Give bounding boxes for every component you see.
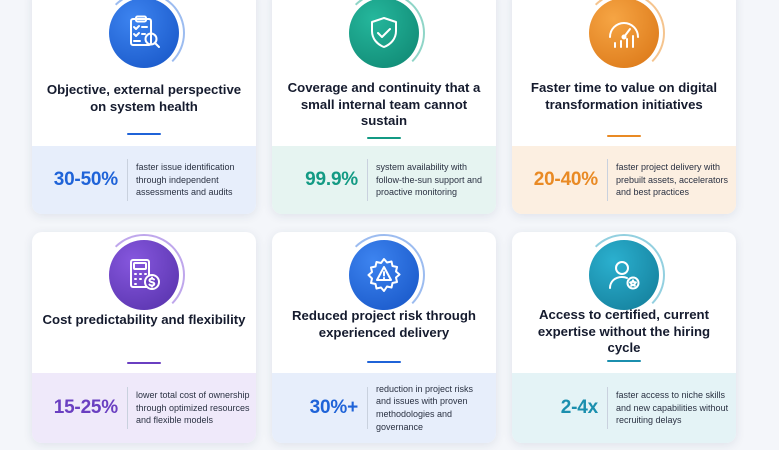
stat-panel: 2-4x faster access to niche skills and n… — [512, 373, 736, 443]
benefit-card-coverage-continuity: Coverage and continuity that a small int… — [272, 0, 496, 214]
stat-value: 99.9% — [305, 169, 358, 190]
stat-description: faster project delivery with prebuilt as… — [616, 162, 729, 198]
card-title: Coverage and continuity that a small int… — [287, 80, 481, 128]
stat-separator — [607, 159, 608, 201]
stat-value: 30-50% — [53, 169, 118, 190]
stat-value: 20-40% — [533, 169, 598, 190]
benefit-card-objective-perspective: Objective, external perspective on syste… — [32, 0, 256, 214]
card-title: Access to certified, current expertise w… — [537, 307, 711, 355]
benefit-card-time-to-value: Faster time to value on digital transfor… — [512, 0, 736, 214]
stat-separator — [367, 159, 368, 201]
stat-separator — [607, 387, 608, 429]
card-divider — [367, 361, 401, 363]
stat-panel: 15-25% lower total cost of ownership thr… — [32, 373, 256, 443]
stat-description: reduction in project risks and issues wi… — [376, 383, 474, 432]
card-divider — [367, 137, 401, 139]
stat-panel: 30%+ reduction in project risks and issu… — [272, 373, 496, 443]
stat-description: system availability with follow-the-sun … — [376, 162, 483, 198]
benefit-card-reduced-risk: Reduced project risk through experienced… — [272, 232, 496, 443]
card-divider — [607, 360, 641, 362]
stat-panel: 30-50% faster issue identification throu… — [32, 146, 256, 214]
stat-description: faster issue identification through inde… — [136, 162, 235, 198]
card-divider — [607, 135, 641, 137]
card-divider — [127, 133, 161, 135]
speedometer-chart-icon — [589, 0, 659, 68]
checklist-magnifier-icon — [109, 0, 179, 68]
benefit-card-certified-expertise: Access to certified, current expertise w… — [512, 232, 736, 443]
stat-value: 30%+ — [309, 397, 359, 418]
stat-panel: 99.9% system availability with follow-th… — [272, 146, 496, 214]
gear-warning-icon — [349, 240, 419, 310]
card-title: Reduced project risk through experienced… — [292, 308, 476, 340]
card-title: Cost predictability and flexibility — [42, 312, 246, 327]
certified-expert-icon — [589, 240, 659, 310]
stat-value: 2-4x — [560, 397, 598, 418]
calculator-dollar-icon — [109, 240, 179, 310]
stat-separator — [127, 159, 128, 201]
benefit-card-cost-predictability: Cost predictability and flexibility 15-2… — [32, 232, 256, 443]
stat-value: 15-25% — [53, 397, 118, 418]
stat-separator — [367, 387, 368, 429]
card-divider — [127, 362, 161, 364]
shield-check-icon — [349, 0, 419, 68]
card-title: Objective, external perspective on syste… — [46, 82, 242, 114]
stat-panel: 20-40% faster project delivery with preb… — [512, 146, 736, 214]
stat-separator — [127, 387, 128, 429]
stat-description: lower total cost of ownership through op… — [136, 390, 250, 426]
stat-description: faster access to niche skills and new ca… — [616, 390, 729, 426]
card-title: Faster time to value on digital transfor… — [530, 80, 718, 112]
